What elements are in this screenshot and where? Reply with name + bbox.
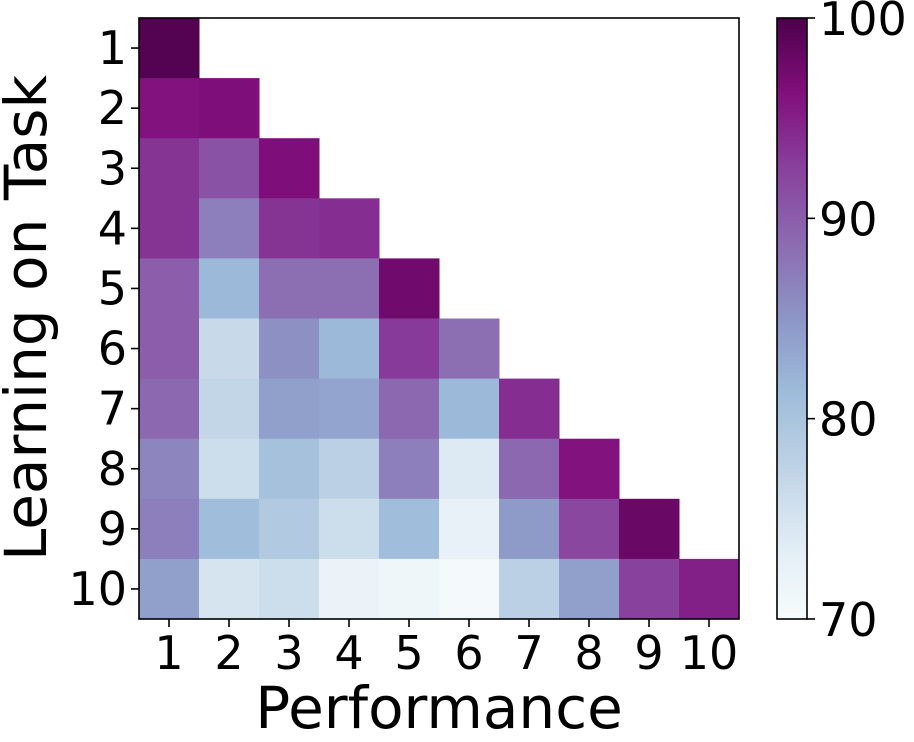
y-tick-label: 7 [98, 382, 127, 436]
colorbar-ticks: 70 80 90 100 [807, 0, 907, 647]
x-tick-label: 5 [394, 626, 423, 680]
heatmap-cell [259, 498, 320, 560]
heatmap-cell [259, 318, 320, 380]
heatmap-cell [259, 558, 320, 620]
x-tick-label: 10 [680, 626, 739, 680]
heatmap-cell [319, 558, 380, 620]
x-tick-label: 4 [334, 626, 363, 680]
heatmap-cell [379, 498, 440, 560]
heatmap-cell [199, 318, 260, 380]
heatmap-cell [259, 198, 320, 259]
heatmap-cell [439, 498, 500, 560]
heatmap-cell [139, 318, 200, 380]
heatmap-cell [619, 558, 680, 620]
x-tick-label: 8 [574, 626, 603, 680]
heatmap-cell [199, 438, 260, 500]
heatmap-cell [259, 138, 320, 199]
heatmap-cell [319, 198, 380, 259]
heatmap-cell [379, 558, 440, 620]
colorbar-tick-label: 90 [819, 192, 878, 246]
heatmap-cell [559, 438, 620, 500]
heatmap-cell [139, 18, 200, 79]
y-tick-label: 10 [68, 562, 127, 616]
x-tick-label: 6 [454, 626, 483, 680]
y-tick-label: 3 [98, 141, 127, 195]
heatmap-cell [199, 558, 260, 620]
heatmap-cell [379, 318, 440, 380]
heatmap-cell [439, 558, 500, 620]
y-axis-ticks: 1 2 3 4 5 6 7 8 9 10 [68, 21, 139, 616]
y-tick-label: 4 [98, 201, 127, 255]
colorbar-tick-label: 80 [819, 393, 878, 447]
colorbar-tick-label: 70 [819, 593, 878, 647]
heatmap-cell [379, 438, 440, 500]
heatmap-cell [379, 258, 440, 319]
heatmap-cell [139, 78, 200, 139]
y-tick-label: 5 [98, 261, 127, 315]
y-tick-label: 1 [98, 21, 127, 75]
heatmap-cell [199, 138, 260, 199]
y-tick-label: 8 [98, 442, 127, 496]
heatmap-cell [199, 78, 260, 139]
x-tick-label: 3 [274, 626, 303, 680]
heatmap-cell [139, 258, 200, 319]
y-tick-label: 2 [98, 81, 127, 135]
heatmap-cell [139, 498, 200, 560]
heatmap-cell [139, 138, 200, 199]
heatmap-cell [199, 198, 260, 259]
heatmap-cell [319, 378, 380, 440]
heatmap-cell [619, 498, 680, 560]
heatmap-cell [139, 378, 200, 440]
heatmap-cell [199, 258, 260, 319]
heatmap-cell [319, 438, 380, 500]
heatmap-cell [319, 498, 380, 560]
plot-frame [138, 17, 740, 620]
heatmap-cell [379, 378, 440, 440]
heatmap-cell [259, 378, 320, 440]
y-tick-label: 9 [98, 502, 127, 556]
y-axis-title: Learning on Task [0, 75, 60, 562]
y-tick-label: 6 [98, 322, 127, 376]
heatmap-cell [499, 498, 560, 560]
heatmap-cell [439, 318, 500, 380]
colorbar-tick-label: 100 [819, 0, 907, 46]
heatmap-cell [439, 438, 500, 500]
heatmap-cell [199, 378, 260, 440]
heatmap-cell [559, 558, 620, 620]
heatmap-cell [499, 558, 560, 620]
x-tick-label: 1 [154, 626, 183, 680]
x-tick-label: 7 [514, 626, 543, 680]
x-tick-label: 9 [634, 626, 663, 680]
heatmap-cell [499, 438, 560, 500]
heatmap-cell [139, 558, 200, 620]
heatmap-cell [319, 318, 380, 380]
heatmap-cell [559, 498, 620, 560]
heatmap-cell [439, 378, 500, 440]
x-axis-ticks: 1 2 3 4 5 6 7 8 9 10 [154, 619, 738, 680]
x-tick-label: 2 [214, 626, 243, 680]
heatmap-cells [139, 18, 740, 620]
heatmap-cell [259, 438, 320, 500]
heatmap-cell [199, 498, 260, 560]
colorbar [776, 17, 808, 620]
heatmap-cell [319, 258, 380, 319]
heatmap-cell [139, 438, 200, 500]
heatmap-cell [139, 198, 200, 259]
heatmap-cell [679, 558, 740, 620]
heatmap-cell [499, 378, 560, 440]
x-axis-title: Performance [255, 674, 623, 742]
heatmap-cell [259, 258, 320, 319]
